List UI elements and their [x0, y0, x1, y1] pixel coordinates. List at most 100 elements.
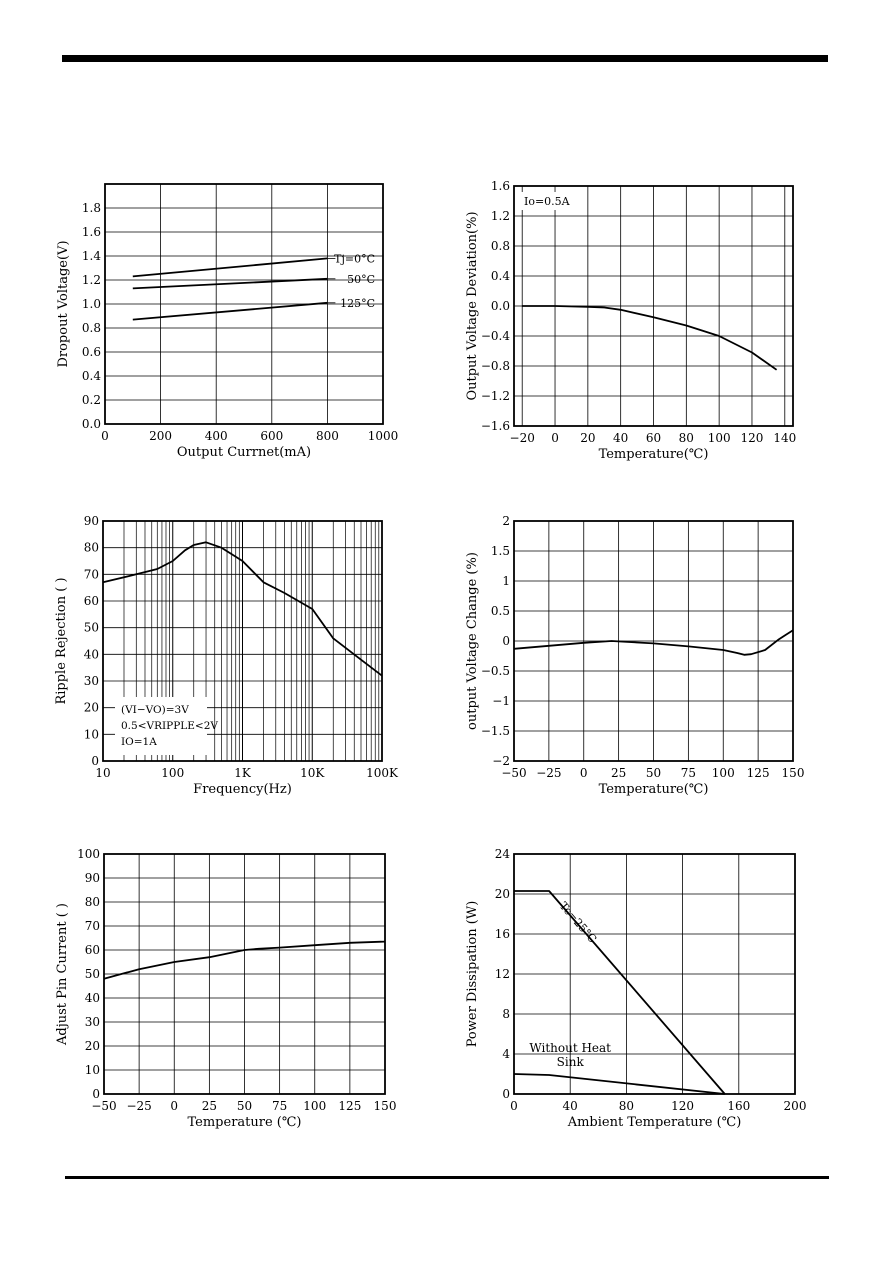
y-tick-label: 0.5 — [491, 604, 510, 618]
x-tick-label: 100 — [712, 766, 735, 780]
x-tick-label: 1K — [234, 766, 252, 780]
series-line-0 — [103, 940, 386, 980]
x-tick-label: 25 — [611, 766, 626, 780]
y-tick-label: 100 — [77, 847, 100, 861]
x-tick-label: 140 — [773, 431, 796, 445]
x-tick-label: 100 — [161, 766, 184, 780]
y-tick-label: −1.6 — [481, 419, 510, 433]
x-tick-label: 120 — [741, 431, 764, 445]
series-label: Tj=0°C — [334, 252, 375, 265]
y-tick-label: 0.8 — [491, 239, 510, 253]
y-axis-label: Adjust Pin Current ( ) — [55, 903, 70, 1046]
y-tick-label: 40 — [84, 647, 99, 661]
x-tick-label: 20 — [580, 431, 595, 445]
x-tick-label: −25 — [536, 766, 561, 780]
x-tick-label: 75 — [272, 1099, 287, 1113]
y-tick-label: −1.5 — [481, 724, 510, 738]
x-axis-label: Frequency(Hz) — [193, 782, 292, 797]
chart-c4: −50 −25 0 25 50 75 100 125 150 −2 −1.5 −1 −0.5 0 0.5 1 1… — [465, 514, 804, 797]
y-tick-label: 80 — [84, 541, 99, 555]
series-label: Sink — [557, 1055, 585, 1069]
x-tick-label: 25 — [202, 1099, 217, 1113]
y-tick-label: −1 — [492, 694, 510, 708]
y-tick-label: 1.2 — [491, 209, 510, 223]
x-tick-label: 100 — [708, 431, 731, 445]
y-tick-label: 16 — [495, 927, 510, 941]
y-tick-label: 50 — [84, 621, 99, 635]
x-tick-label: 150 — [782, 766, 805, 780]
x-tick-label: 400 — [205, 429, 228, 443]
x-tick-label: 100 — [303, 1099, 326, 1113]
y-axis-label: output Voltage Change (%) — [465, 552, 480, 730]
series-line-1 — [132, 277, 328, 290]
y-tick-label: −0.8 — [481, 359, 510, 373]
y-tick-label: 20 — [84, 701, 99, 715]
series-line-1 — [513, 1073, 725, 1095]
x-tick-label: 120 — [671, 1099, 694, 1113]
y-tick-label: 0.0 — [82, 417, 101, 431]
x-axis-label: Temperature(℃) — [599, 782, 709, 797]
x-tick-label: 160 — [727, 1099, 750, 1113]
x-axis-label: Temperature(℃) — [599, 447, 709, 462]
y-tick-label: 24 — [495, 847, 511, 861]
x-tick-label: 800 — [316, 429, 339, 443]
x-tick-label: 10K — [300, 766, 325, 780]
plot-frame — [513, 185, 794, 427]
y-tick-label: 0.4 — [491, 269, 510, 283]
annotation: Io=0.5A — [524, 195, 571, 208]
x-tick-label: 80 — [679, 431, 694, 445]
x-tick-label: 50 — [237, 1099, 252, 1113]
y-tick-label: −1.2 — [481, 389, 510, 403]
y-tick-label: 0.0 — [491, 299, 510, 313]
y-tick-label: 1.2 — [82, 273, 101, 287]
y-tick-label: 4 — [502, 1047, 510, 1061]
y-tick-label: 10 — [85, 1063, 100, 1077]
x-tick-label: 50 — [646, 766, 661, 780]
series-label: Tc=25°C — [557, 899, 599, 945]
chart-c6: 0 40 80 120 160 200 0 4 8 12 16 20 24 Ambient Tempera… — [465, 847, 806, 1130]
y-tick-label: 1 — [502, 574, 510, 588]
y-tick-label: 0 — [91, 754, 99, 768]
y-tick-label: 20 — [495, 887, 510, 901]
x-tick-label: 0 — [580, 766, 588, 780]
y-tick-label: 50 — [85, 967, 100, 981]
x-tick-label: 0 — [551, 431, 559, 445]
series-label: 125°C — [340, 297, 375, 310]
annotation-bg — [520, 192, 576, 210]
y-tick-label: 0 — [502, 634, 510, 648]
y-axis-label: Ripple Rejection ( ) — [54, 577, 69, 704]
y-axis-label: Power Dissipation (W) — [465, 901, 480, 1048]
y-tick-label: 1.0 — [82, 297, 101, 311]
x-tick-label: 125 — [747, 766, 770, 780]
x-tick-label: 0 — [170, 1099, 178, 1113]
y-axis-label: Dropout Voltage(V) — [56, 240, 71, 367]
y-tick-label: 0 — [92, 1087, 100, 1101]
annotation-bg — [115, 697, 207, 755]
series-line-0 — [102, 541, 383, 677]
y-tick-label: 1.5 — [491, 544, 510, 558]
plot-frame — [513, 520, 794, 762]
y-tick-label: 80 — [85, 895, 100, 909]
x-tick-label: 600 — [260, 429, 283, 443]
chart-c3: 10 100 1K 10K 100K0102030405060708090Frequen… — [54, 514, 399, 797]
x-tick-label: 60 — [646, 431, 661, 445]
annotation: (VI−VO)=3V — [121, 704, 189, 716]
x-tick-label: 0 — [101, 429, 109, 443]
top-rule — [62, 55, 828, 62]
series-line-2 — [132, 301, 328, 321]
x-tick-label: 75 — [681, 766, 696, 780]
plot-frame — [104, 183, 384, 425]
x-tick-label: 40 — [613, 431, 628, 445]
x-axis-label: Output Currnet(mA) — [177, 445, 311, 460]
y-tick-label: 1.6 — [82, 225, 101, 239]
x-tick-label: 150 — [374, 1099, 397, 1113]
y-tick-label: 70 — [85, 919, 100, 933]
y-tick-label: 60 — [84, 594, 99, 608]
plot-frame — [103, 853, 386, 1095]
y-tick-label: 60 — [85, 943, 100, 957]
y-tick-label: 1.4 — [82, 249, 101, 263]
x-tick-label: 40 — [563, 1099, 578, 1113]
y-tick-label: 0.2 — [82, 393, 101, 407]
y-tick-label: 70 — [84, 567, 99, 581]
